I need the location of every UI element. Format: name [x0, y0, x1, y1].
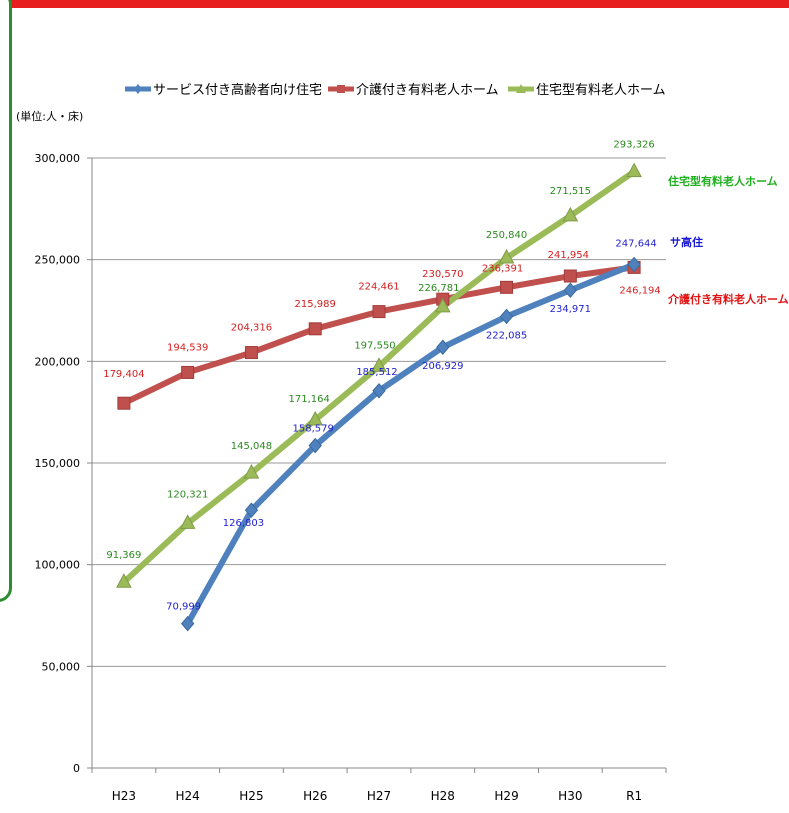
data-label-jutaku: 250,840: [486, 230, 527, 241]
point-kaigo: [308, 322, 322, 336]
x-tick-label: H27: [367, 789, 391, 803]
data-label-kaigo: 204,316: [231, 323, 272, 334]
point-kaigo: [181, 365, 195, 379]
y-tick-label: 0: [73, 762, 80, 775]
point-jutaku: [498, 248, 515, 264]
legend-marker-sakoju: [134, 84, 142, 94]
point-kaigo: [563, 269, 577, 283]
data-label-kaigo: 241,954: [548, 250, 589, 261]
top-red-bar: [0, 0, 789, 8]
x-tick-label: H30: [558, 789, 582, 803]
point-sakoju: [308, 437, 322, 454]
point-jutaku: [243, 464, 260, 479]
data-label-kaigo: 246,194: [619, 285, 660, 296]
data-label-kaigo: 230,570: [422, 269, 463, 280]
point-sakoju: [372, 383, 386, 399]
data-label-jutaku: 293,326: [613, 140, 654, 151]
point-sakoju: [499, 308, 514, 325]
x-tick-label: H23: [112, 789, 136, 803]
data-label-kaigo: 224,461: [358, 282, 399, 293]
y-tick-label: 100,000: [35, 559, 81, 572]
point-sakoju: [244, 502, 259, 518]
point-jutaku: [179, 514, 196, 529]
data-label-jutaku: 171,164: [289, 394, 330, 405]
data-label-sakoju: 247,644: [615, 238, 656, 249]
x-tick-label: H25: [239, 789, 263, 803]
end-label-jutaku: 住宅型有料老人ホーム: [668, 174, 778, 188]
legend-marker-jutaku: [516, 84, 526, 93]
data-label-kaigo: 179,404: [103, 369, 144, 380]
unit-label: (単位:人・床): [16, 109, 83, 123]
point-jutaku: [116, 573, 132, 588]
x-tick-label: H29: [494, 789, 518, 803]
y-tick-label: 50,000: [42, 660, 81, 673]
data-label-sakoju: 206,929: [422, 361, 463, 372]
legend-label-kaigo: 介護付き有料老人ホーム: [356, 82, 499, 98]
legend-label-jutaku: 住宅型有料老人ホーム: [536, 83, 666, 98]
data-label-sakoju: 185,512: [356, 367, 397, 378]
end-label-sakoju: サ高住: [670, 235, 703, 249]
data-label-sakoju: 126,803: [223, 518, 264, 529]
data-label-jutaku: 197,550: [354, 340, 395, 351]
point-sakoju: [563, 282, 577, 298]
data-label-jutaku: 271,515: [550, 186, 591, 197]
point-kaigo: [117, 396, 131, 410]
point-sakoju: [627, 256, 641, 273]
data-label-jutaku: 120,321: [167, 489, 208, 500]
legend-marker-kaigo: [337, 85, 345, 93]
point-jutaku: [562, 206, 579, 222]
legend-label-sakoju: サービス付き高齢者向け住宅: [153, 82, 322, 98]
data-label-sakoju: 158,579: [293, 424, 334, 435]
data-label-jutaku: 145,048: [231, 441, 272, 452]
data-label-kaigo: 194,539: [167, 342, 208, 353]
point-kaigo: [372, 305, 386, 319]
x-tick-label: R1: [626, 789, 642, 803]
data-label-sakoju: 70,999: [166, 602, 201, 613]
data-label-kaigo: 236,391: [482, 263, 523, 274]
data-label-jutaku: 91,369: [106, 550, 141, 561]
data-label-sakoju: 222,085: [486, 330, 527, 341]
x-tick-label: H24: [176, 789, 200, 803]
y-tick-label: 150,000: [35, 457, 81, 470]
x-tick-label: H28: [431, 789, 455, 803]
data-label-kaigo: 215,989: [295, 299, 336, 310]
point-jutaku: [434, 297, 451, 313]
point-jutaku: [371, 357, 387, 372]
point-kaigo: [500, 280, 514, 294]
y-tick-label: 200,000: [35, 355, 81, 368]
point-kaigo: [244, 346, 258, 360]
series-line-sakoju: [185, 261, 636, 626]
point-sakoju: [181, 615, 195, 632]
point-jutaku: [626, 162, 642, 178]
data-label-sakoju: 234,971: [550, 304, 591, 315]
end-label-kaigo: 介護付き有料老人ホーム: [667, 292, 789, 306]
x-tick-label: H26: [303, 789, 327, 803]
y-tick-label: 300,000: [35, 152, 81, 165]
point-sakoju: [436, 339, 450, 356]
point-jutaku: [307, 410, 324, 426]
data-label-jutaku: 226,781: [418, 283, 459, 294]
y-tick-label: 250,000: [35, 254, 81, 267]
